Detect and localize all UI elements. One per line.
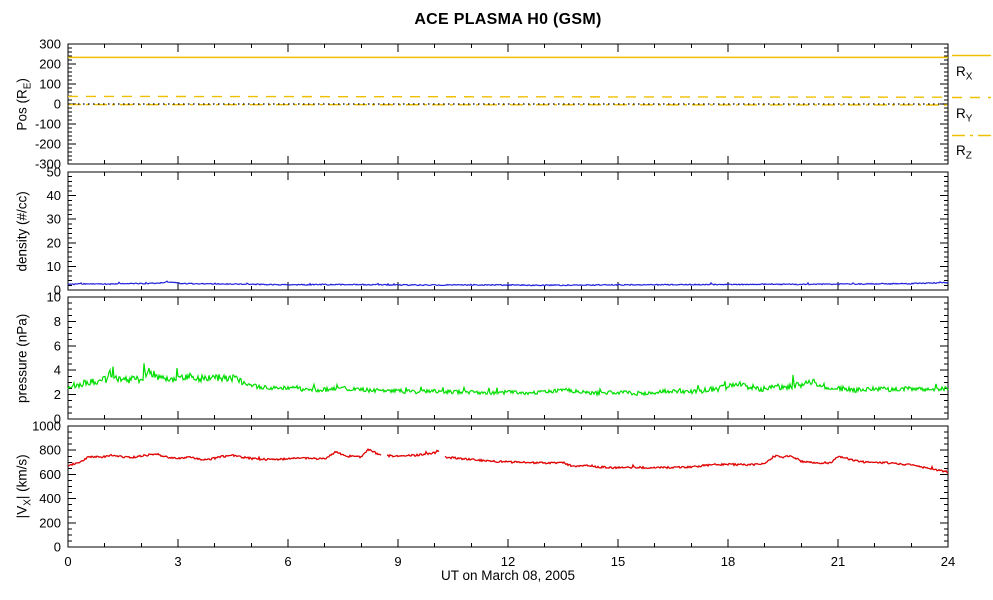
panel-axes: [67, 425, 949, 548]
x-tick-label: 24: [941, 554, 955, 569]
series-vx-magnitude: [67, 448, 949, 474]
x-tick-label: 3: [174, 554, 181, 569]
legend-line-samples: [952, 54, 991, 137]
y-tick-label: 400: [39, 491, 61, 506]
y-tick-label: 10: [47, 259, 61, 274]
x-tick-label: 21: [831, 554, 845, 569]
y-tick-label: 4: [54, 363, 61, 378]
x-axis-label: UT on March 08, 2005: [440, 568, 576, 583]
y-tick-label: 200: [39, 515, 61, 530]
x-tick-label: 9: [394, 554, 401, 569]
y-tick-label: 100: [39, 77, 61, 92]
y-tick-label: 0: [54, 412, 61, 427]
panel-axes: [67, 171, 949, 291]
legend-label-rx: RX: [956, 64, 973, 83]
x-tick-label: 6: [284, 554, 291, 569]
x-tick-label: 0: [64, 554, 71, 569]
legend-label-rz: RZ: [956, 143, 972, 162]
y-tick-labels: 1000 800 600 400 200 0: [32, 419, 61, 555]
y-tick-label: 1000: [32, 419, 61, 434]
y-tick-label: 2: [54, 387, 61, 402]
y-tick-label: 50: [47, 165, 61, 180]
y-tick-label: 30: [47, 212, 61, 227]
panel-pressure: 10 8 6 4 2 0: [47, 290, 949, 427]
x-tick-labels: 0 3 6 9 12 15 18 21 24: [64, 554, 955, 569]
panel-density: 50 40 30 20 10 0: [47, 165, 949, 298]
y-tick-label: 20: [47, 235, 61, 250]
y-tick-label: 0: [54, 283, 61, 298]
panel-axes: [67, 43, 949, 165]
panel-axes: [67, 296, 949, 420]
chart-title: ACE PLASMA H0 (GSM): [414, 11, 602, 28]
y-tick-label: 40: [47, 188, 61, 203]
y-tick-labels: 50 40 30 20 10 0: [47, 165, 61, 298]
series-flow-pressure: [67, 363, 949, 398]
y-axis-label-velocity: |VX| (km/s): [14, 454, 34, 519]
x-tick-label: 12: [501, 554, 515, 569]
y-tick-label: 0: [54, 540, 61, 555]
y-tick-label: 600: [39, 467, 61, 482]
y-tick-label: -300: [35, 157, 61, 172]
y-tick-label: -100: [35, 117, 61, 132]
legend-label-ry: RY: [956, 106, 973, 125]
y-tick-label: -200: [35, 137, 61, 152]
x-tick-label: 15: [611, 554, 625, 569]
panel-spacecraft-position: 300 200 100 0 -100 -200 -300: [35, 37, 949, 172]
y-tick-label: 0: [54, 97, 61, 112]
series-proton-density: [67, 280, 949, 287]
y-tick-label: 8: [54, 314, 61, 329]
y-tick-label: 10: [47, 290, 61, 305]
y-tick-labels: 300 200 100 0 -100 -200 -300: [35, 37, 61, 172]
x-tick-label: 18: [721, 554, 735, 569]
y-tick-label: 800: [39, 443, 61, 458]
series-R_Y: [67, 95, 949, 98]
y-tick-labels: 10 8 6 4 2 0: [47, 290, 61, 427]
y-tick-label: 200: [39, 57, 61, 72]
y-tick-label: 300: [39, 37, 61, 52]
y-tick-label: 6: [54, 338, 61, 353]
panel-velocity: 1000 800 600 400 200 00 3 6 9 12 15 18 21 24: [32, 419, 955, 570]
